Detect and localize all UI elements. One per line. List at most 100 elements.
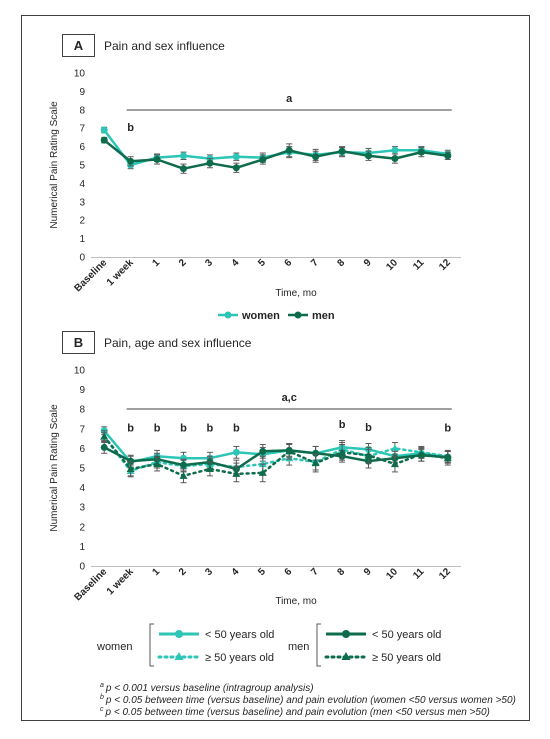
panel-b-point-label: b <box>365 422 372 434</box>
panel-a-header: A Pain and sex influence <box>62 34 225 57</box>
footnote-c-text: p < 0.05 between time (versus baseline) … <box>105 707 490 718</box>
panel-a-x-tick: 8 <box>335 257 347 269</box>
panel-a-x-tick: 2 <box>177 257 189 269</box>
panel-b-point-label: b <box>127 423 134 435</box>
data-point <box>390 460 399 468</box>
panel-a-y-tick: 1 <box>79 234 85 245</box>
panel-b-y-tick: 7 <box>79 424 85 435</box>
panel-a-y-tick: 5 <box>79 161 85 172</box>
panel-b-point-label: b <box>207 423 214 435</box>
panel-b-y-tick: 3 <box>79 503 85 514</box>
panel-a-title: Pain and sex influence <box>104 39 225 53</box>
legend-men-lt50-marker <box>342 630 350 638</box>
data-point <box>338 147 346 155</box>
panel-b-x-tick: 1 week <box>105 566 136 597</box>
panel-b-x-tick: 11 <box>411 566 427 582</box>
panel-b-y-tick: 4 <box>79 483 85 494</box>
panel-a-y-tick: 3 <box>79 197 85 208</box>
data-point <box>153 155 161 163</box>
panel-b-legend: women < 50 years old ≥ 50 years old men … <box>96 623 441 667</box>
panel-b-y-tick: 2 <box>79 522 85 533</box>
panel-a-x-tick: 6 <box>283 257 295 269</box>
panel-a-x-axis-title: Time, mo <box>275 288 317 299</box>
panel-a-significance-label: a <box>286 93 293 105</box>
panel-b-x-tick: 6 <box>283 566 295 578</box>
panel-a-x-tick: Baseline <box>72 257 109 294</box>
legend-women-ge50-label: ≥ 50 years old <box>205 652 274 664</box>
panel-a-x-tick: 1 week <box>105 257 136 288</box>
data-point <box>126 464 135 472</box>
panel-b-x-tick: 10 <box>384 566 400 582</box>
figure-frame <box>21 15 530 721</box>
data-point <box>206 159 214 167</box>
panel-b-y-tick: 8 <box>79 405 85 416</box>
legend-group-women-label: women <box>96 641 132 653</box>
data-point <box>417 450 426 458</box>
data-point <box>312 449 320 457</box>
data-point <box>100 443 108 451</box>
data-point <box>180 152 187 160</box>
panel-b-x-tick: 3 <box>203 566 215 578</box>
panel-a-x-tick: 11 <box>411 257 427 273</box>
footnote-c-sup: c <box>100 706 104 713</box>
legend-men-lt50-label: < 50 years old <box>372 629 441 641</box>
panel-b-x-tick: 5 <box>256 566 268 578</box>
panel-b-tag: B <box>74 335 83 350</box>
legend-group-women-bracket <box>149 623 154 667</box>
legend-group-men-bracket <box>316 623 321 667</box>
panel-b-point-label: b <box>233 423 240 435</box>
data-point <box>100 136 108 144</box>
panel-a-series-1 <box>100 136 452 174</box>
data-point <box>205 464 214 472</box>
data-point <box>364 451 373 459</box>
legend-women-lt50-marker <box>175 630 183 638</box>
panel-b-y-tick: 9 <box>79 385 85 396</box>
panel-a-x-tick: 10 <box>384 257 400 273</box>
data-point <box>312 153 320 161</box>
data-point <box>259 155 267 163</box>
panel-a-y-tick: 4 <box>79 179 85 190</box>
series-line <box>102 435 450 478</box>
legend-women-lt50-label: < 50 years old <box>205 629 274 641</box>
panel-a-tag-box <box>62 34 95 57</box>
series-line <box>103 429 448 464</box>
data-point <box>258 468 267 476</box>
panel-b-title: Pain, age and sex influence <box>104 336 252 350</box>
panel-a-x-tick: 7 <box>309 257 321 269</box>
data-point <box>127 457 135 465</box>
legend-men-ge50-marker <box>341 652 351 660</box>
series-line <box>102 435 450 473</box>
panel-a-x-tick: 12 <box>437 257 453 273</box>
panel-a-y-tick: 9 <box>79 87 85 98</box>
panel-b-y-tick: 10 <box>74 366 86 377</box>
panel-b-series-3 <box>100 430 452 484</box>
data-point <box>100 126 108 134</box>
panel-b-y-tick: 0 <box>79 562 85 573</box>
footnote-a-sup: a <box>100 682 104 689</box>
legend-men-marker <box>294 311 302 319</box>
panel-a-legend: women men <box>218 310 335 322</box>
legend-men-label: men <box>312 310 335 322</box>
data-point <box>232 469 241 477</box>
legend-men-ge50-label: ≥ 50 years old <box>372 652 441 664</box>
panel-b-x-tick: Baseline <box>72 566 109 603</box>
panel-b-y-tick: 5 <box>79 464 85 475</box>
data-point <box>417 148 425 156</box>
legend-women-marker <box>224 311 232 319</box>
panel-b-significance-label: a,c <box>282 392 297 404</box>
legend-group-men-label: men <box>288 641 309 653</box>
panel-b-point-label: b <box>180 423 187 435</box>
panel-b-x-tick: 8 <box>335 566 347 578</box>
panel-b-y-axis-title: Numerical Pain Rating Scale <box>49 404 60 532</box>
data-point <box>285 447 294 455</box>
data-point <box>180 165 187 173</box>
panel-b-point-label: b <box>444 423 451 435</box>
panel-b-tag-box <box>62 331 95 354</box>
panel-b-y-tick: 1 <box>79 542 85 553</box>
legend-women-label: women <box>241 310 280 322</box>
